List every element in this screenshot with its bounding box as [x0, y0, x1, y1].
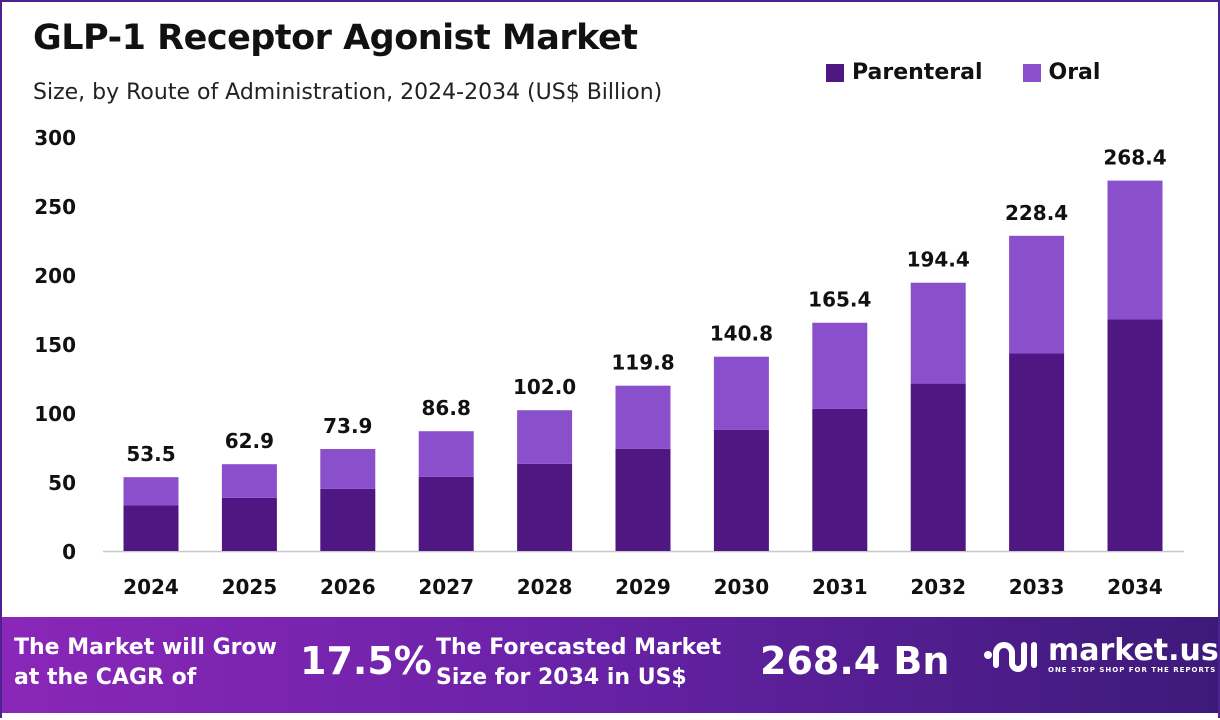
logo-name: market.us: [1048, 633, 1219, 668]
legend-label: Oral: [1048, 60, 1101, 85]
market-us-logo: market.us ONE STOP SHOP FOR THE REPORTS: [982, 635, 1219, 675]
bar-oral-2033: [1009, 235, 1065, 354]
data-label: 102.0: [513, 375, 576, 399]
x-tick-label: 2026: [320, 575, 376, 599]
chart-title: GLP-1 Receptor Agonist Market: [33, 18, 638, 58]
bar-parenteral-2032: [910, 383, 966, 551]
bar-parenteral-2027: [418, 476, 474, 551]
x-tick-label: 2024: [123, 575, 179, 599]
x-tick-label: 2034: [1107, 575, 1163, 599]
x-tick-label: 2033: [1009, 575, 1065, 599]
legend-label: Parenteral: [852, 60, 983, 85]
data-label: 86.8: [422, 396, 471, 420]
bar-parenteral-2024: [123, 505, 179, 551]
bar-oral-2026: [320, 449, 376, 489]
y-tick-label: 250: [34, 195, 76, 219]
x-tick-label: 2027: [418, 575, 474, 599]
bar-chart: 0 50 100 150 200 250 300 53.5 2024 62.9 2025 73.9 20…: [34, 126, 1184, 599]
legend-swatch-oral: [1022, 63, 1041, 82]
bar-oral-2032: [910, 282, 966, 384]
bar-parenteral-2033: [1009, 353, 1065, 551]
cagr-label-line: at the CAGR of: [14, 665, 197, 690]
chart-subtitle: Size, by Route of Administration, 2024-2…: [33, 80, 663, 105]
x-tick-label: 2032: [910, 575, 966, 599]
x-tick-label: 2028: [517, 575, 573, 599]
data-label: 194.4: [907, 248, 970, 272]
bar-oral-2027: [418, 431, 474, 477]
bar-oral-2031: [812, 322, 868, 409]
x-tick-label: 2025: [222, 575, 278, 599]
data-label: 140.8: [710, 322, 773, 346]
bar-parenteral-2028: [517, 463, 573, 551]
bar-parenteral-2025: [221, 497, 277, 551]
bar-oral-2034: [1107, 180, 1163, 320]
y-tick-label: 100: [34, 402, 76, 426]
data-label: 53.5: [126, 442, 175, 466]
x-tick-label: 2031: [812, 575, 868, 599]
footer-banner: The Market will Grow at the CAGR of 17.5…: [2, 617, 1219, 713]
logo-icon: [984, 642, 1037, 672]
y-tick-label: 50: [48, 471, 76, 495]
cagr-label-line: The Market will Grow: [14, 635, 277, 660]
cagr-value: 17.5%: [300, 639, 432, 683]
cagr-label: The Market will Grow at the CAGR of: [14, 633, 277, 693]
bar-parenteral-2030: [713, 429, 769, 551]
forecast-label: The Forecasted Market Size for 2034 in U…: [436, 633, 721, 693]
bar-oral-2028: [517, 410, 573, 464]
forecast-label-line: Size for 2034 in US$: [436, 665, 687, 690]
legend-swatch-parenteral: [826, 63, 844, 82]
forecast-label-line: The Forecasted Market: [436, 635, 722, 660]
y-tick-label: 0: [62, 540, 76, 564]
legend-item-oral: Oral: [1022, 60, 1101, 85]
y-tick-label: 300: [34, 126, 76, 150]
legend: Parenteral Oral: [826, 60, 1100, 85]
data-label: 228.4: [1005, 201, 1068, 225]
bar-oral-2024: [123, 477, 179, 506]
bar-oral-2029: [615, 385, 671, 449]
data-label: 73.9: [323, 414, 372, 438]
bar-parenteral-2031: [812, 408, 868, 551]
bar-parenteral-2029: [615, 448, 671, 551]
forecast-value: 268.4 Bn: [760, 639, 950, 683]
logo-tagline: ONE STOP SHOP FOR THE REPORTS: [1048, 666, 1217, 674]
data-label: 62.9: [225, 429, 274, 453]
x-tick-label: 2030: [714, 575, 770, 599]
legend-item-parenteral: Parenteral: [826, 60, 983, 85]
bar-parenteral-2026: [320, 488, 376, 551]
y-tick-label: 200: [34, 264, 76, 288]
bar-oral-2025: [221, 464, 277, 498]
data-label: 268.4: [1103, 146, 1166, 170]
data-label: 119.8: [611, 351, 674, 375]
data-label: 165.4: [808, 288, 871, 312]
bar-parenteral-2034: [1107, 319, 1163, 551]
x-tick-label: 2029: [615, 575, 671, 599]
bar-oral-2030: [713, 356, 769, 430]
y-tick-label: 150: [34, 333, 76, 357]
